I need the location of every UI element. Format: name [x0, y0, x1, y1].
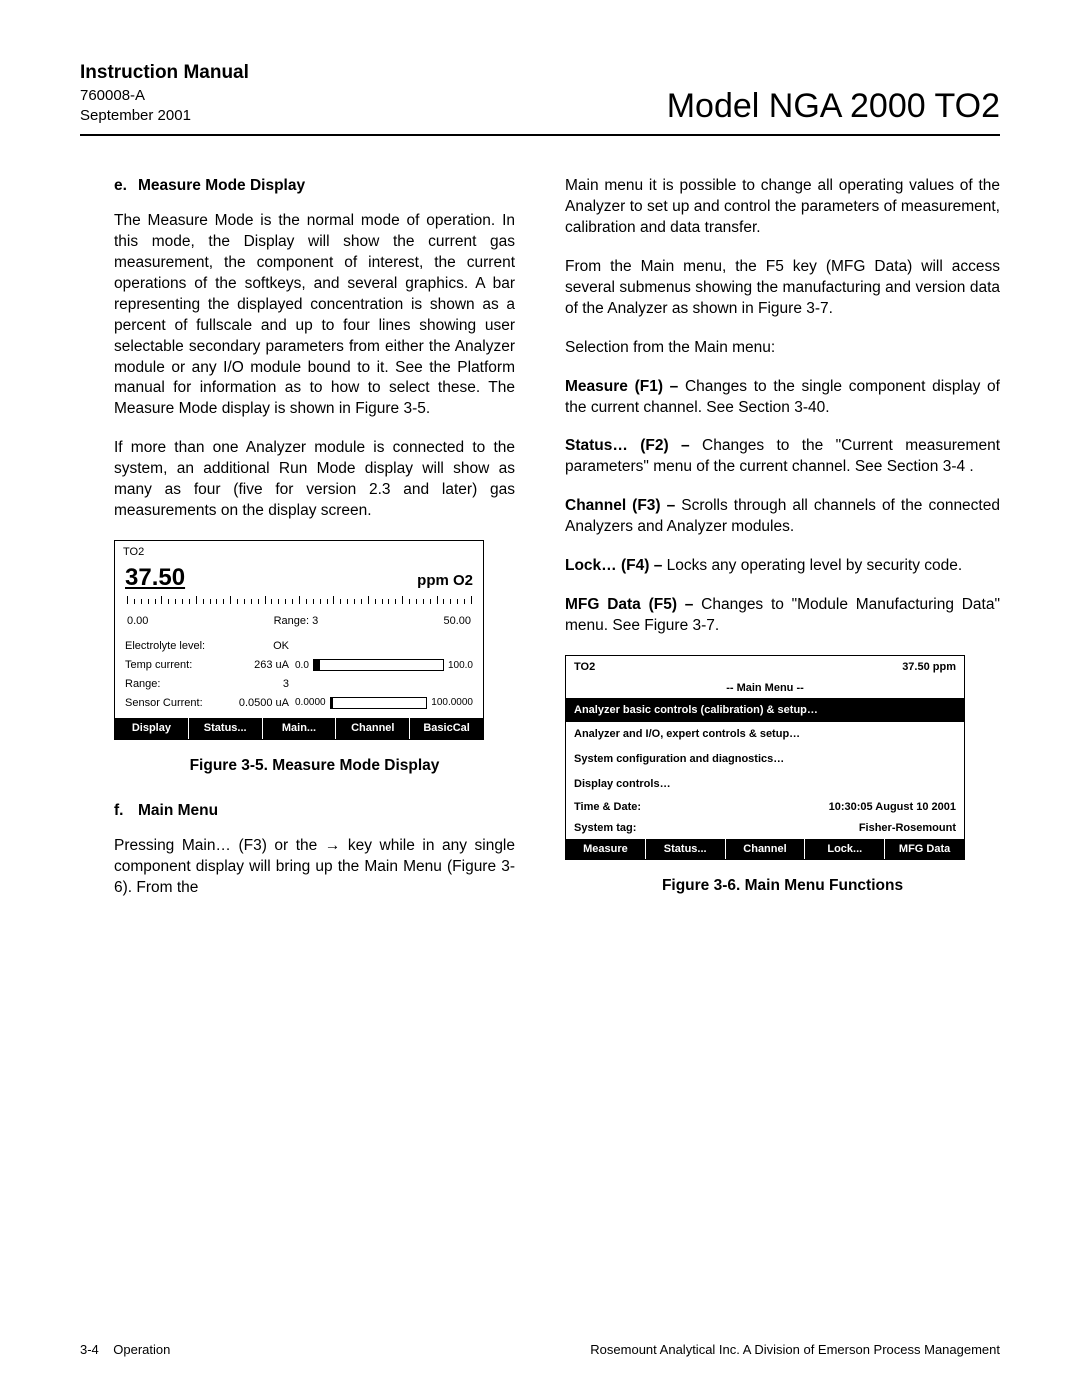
fig35-value: 37.50: [125, 562, 185, 594]
param-bar: 0.0100.0: [295, 659, 473, 673]
fig36-caption: Figure 3-6. Main Menu Functions: [565, 876, 1000, 897]
fig36-kv-row: System tag:Fisher-Rosemount: [566, 818, 964, 839]
softkey[interactable]: Lock...: [805, 839, 885, 860]
doc-number: 760008-A: [80, 86, 249, 106]
footer-right: Rosemount Analytical Inc. A Division of …: [590, 1342, 1000, 1357]
fig35-params: Electrolyte level:OKTemp current:263 uA0…: [115, 633, 483, 718]
param-label: Temp current:: [125, 658, 225, 673]
menu-desc-item: Lock… (F4) – Locks any operating level b…: [565, 556, 1000, 577]
fig35-value-row: 37.50 ppm O2: [115, 562, 483, 596]
menu-desc-item: Status… (F2) – Changes to the "Current m…: [565, 436, 1000, 478]
fig35-caption: Figure 3-5. Measure Mode Display: [80, 756, 515, 777]
para-r3: Selection from the Main menu:: [565, 338, 1000, 359]
fig35-param-row: Electrolyte level:OK: [125, 637, 473, 656]
fig36-menu-rows: Analyzer basic controls (calibration) & …: [566, 698, 964, 797]
body-columns: e.Measure Mode Display The Measure Mode …: [80, 176, 1000, 921]
page-footer: 3-4 Operation Rosemount Analytical Inc. …: [80, 1342, 1000, 1357]
softkey[interactable]: Status...: [646, 839, 726, 860]
para-e1: The Measure Mode is the normal mode of o…: [114, 211, 515, 420]
menu-desc-item: MFG Data (F5) – Changes to "Module Manuf…: [565, 595, 1000, 637]
right-column: Main menu it is possible to change all o…: [565, 176, 1000, 921]
fig35-unit: ppm O2: [417, 571, 473, 591]
softkey[interactable]: Status...: [189, 718, 263, 739]
fig36-header: TO2 37.50 ppm: [566, 656, 964, 677]
fig36-kv: Time & Date:10:30:05 August 10 2001Syste…: [566, 797, 964, 839]
param-value: 3: [225, 677, 295, 692]
softkey[interactable]: Channel: [726, 839, 806, 860]
param-value: 263 uA: [225, 658, 295, 673]
scale-mid: Range: 3: [148, 614, 443, 629]
left-column: e.Measure Mode Display The Measure Mode …: [80, 176, 515, 921]
figure-3-5: TO2 37.50 ppm O2 0.00 Range: 3 50.00 Ele…: [114, 540, 484, 740]
param-value: 0.0500 uA: [225, 696, 295, 711]
softkey[interactable]: MFG Data: [885, 839, 964, 860]
doc-date: September 2001: [80, 106, 249, 126]
softkey[interactable]: Main...: [263, 718, 337, 739]
fig35-tag: TO2: [115, 541, 483, 562]
section-f-heading: f.Main Menu: [114, 801, 515, 822]
param-bar: 0.0000100.0000: [295, 696, 473, 710]
model-title: Model NGA 2000 TO2: [667, 87, 1000, 126]
footer-left: 3-4 Operation: [80, 1342, 170, 1357]
fig36-tag: TO2: [574, 660, 595, 675]
header-left: Instruction Manual 760008-A September 20…: [80, 60, 249, 126]
fig35-scale: [127, 596, 471, 614]
para-f1: Pressing Main… (F3) or the → key while i…: [114, 836, 515, 899]
manual-title: Instruction Manual: [80, 60, 249, 86]
fig35-softkeys: DisplayStatus...Main...ChannelBasicCal: [115, 718, 483, 739]
fig35-param-row: Temp current:263 uA0.0100.0: [125, 656, 473, 675]
fig36-softkeys: MeasureStatus...ChannelLock...MFG Data: [566, 839, 964, 860]
para-r2: From the Main menu, the F5 key (MFG Data…: [565, 257, 1000, 320]
scale-hi: 50.00: [443, 614, 471, 629]
fig36-reading: 37.50 ppm: [902, 660, 956, 675]
fig36-menu-item[interactable]: Display controls…: [566, 772, 964, 797]
softkey[interactable]: BasicCal: [410, 718, 483, 739]
menu-desc-item: Channel (F3) – Scrolls through all chann…: [565, 496, 1000, 538]
fig36-menu-item[interactable]: System configuration and diagnostics…: [566, 747, 964, 772]
para-e2: If more than one Analyzer module is conn…: [114, 438, 515, 522]
param-label: Sensor Current:: [125, 696, 225, 711]
fig36-title-row: -- Main Menu --: [566, 677, 964, 698]
figure-3-6: TO2 37.50 ppm -- Main Menu -- Analyzer b…: [565, 655, 965, 861]
param-label: Range:: [125, 677, 225, 692]
fig35-param-row: Sensor Current:0.0500 uA0.0000100.0000: [125, 694, 473, 713]
section-e-heading: e.Measure Mode Display: [114, 176, 515, 197]
softkey[interactable]: Display: [115, 718, 189, 739]
param-value: OK: [225, 639, 295, 654]
para-r1: Main menu it is possible to change all o…: [565, 176, 1000, 239]
menu-desc-item: Measure (F1) – Changes to the single com…: [565, 377, 1000, 419]
menu-descriptions: Measure (F1) – Changes to the single com…: [565, 377, 1000, 637]
softkey[interactable]: Measure: [566, 839, 646, 860]
fig36-menu-item[interactable]: Analyzer and I/O, expert controls & setu…: [566, 722, 964, 747]
fig36-kv-row: Time & Date:10:30:05 August 10 2001: [566, 797, 964, 818]
param-label: Electrolyte level:: [125, 639, 225, 654]
fig35-scale-labels: 0.00 Range: 3 50.00: [115, 614, 483, 633]
fig36-title: -- Main Menu --: [574, 681, 956, 696]
page-header: Instruction Manual 760008-A September 20…: [80, 60, 1000, 136]
fig36-menu-item[interactable]: Analyzer basic controls (calibration) & …: [566, 698, 964, 723]
fig35-param-row: Range:3: [125, 675, 473, 694]
softkey[interactable]: Channel: [336, 718, 410, 739]
scale-lo: 0.00: [127, 614, 148, 629]
